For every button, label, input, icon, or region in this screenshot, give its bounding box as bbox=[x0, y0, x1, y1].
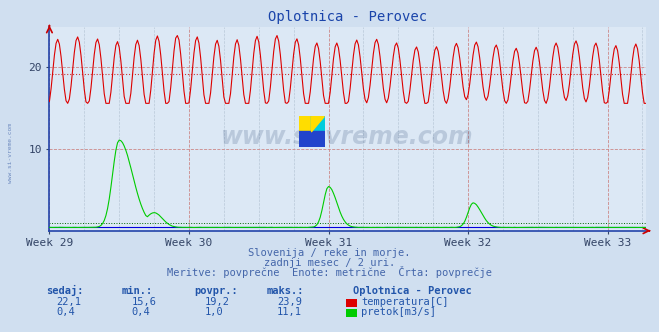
Text: 1,0: 1,0 bbox=[204, 307, 223, 317]
Text: zadnji mesec / 2 uri.: zadnji mesec / 2 uri. bbox=[264, 258, 395, 268]
Text: Meritve: povprečne  Enote: metrične  Črta: povprečje: Meritve: povprečne Enote: metrične Črta:… bbox=[167, 266, 492, 278]
Text: www.si-vreme.com: www.si-vreme.com bbox=[221, 125, 474, 149]
Text: 19,2: 19,2 bbox=[204, 297, 229, 307]
Text: 0,4: 0,4 bbox=[56, 307, 74, 317]
Text: 23,9: 23,9 bbox=[277, 297, 302, 307]
Text: Slovenija / reke in morje.: Slovenija / reke in morje. bbox=[248, 248, 411, 258]
Text: povpr.:: povpr.: bbox=[194, 286, 238, 296]
Text: 0,4: 0,4 bbox=[132, 307, 150, 317]
Title: Oplotnica - Perovec: Oplotnica - Perovec bbox=[268, 10, 427, 24]
Text: pretok[m3/s]: pretok[m3/s] bbox=[361, 307, 436, 317]
Text: Oplotnica - Perovec: Oplotnica - Perovec bbox=[353, 286, 471, 296]
Text: www.si-vreme.com: www.si-vreme.com bbox=[8, 123, 13, 183]
Text: temperatura[C]: temperatura[C] bbox=[361, 297, 449, 307]
Text: 15,6: 15,6 bbox=[132, 297, 157, 307]
Text: 11,1: 11,1 bbox=[277, 307, 302, 317]
Text: 22,1: 22,1 bbox=[56, 297, 81, 307]
Text: sedaj:: sedaj: bbox=[46, 285, 84, 296]
Text: min.:: min.: bbox=[122, 286, 153, 296]
Text: maks.:: maks.: bbox=[267, 286, 304, 296]
